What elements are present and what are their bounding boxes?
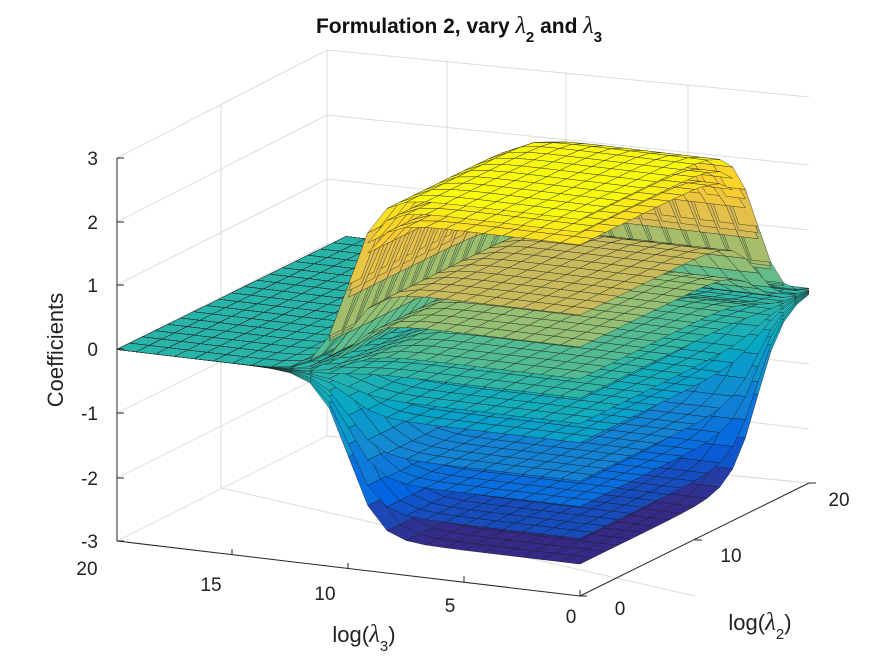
surfaces (116, 141, 810, 565)
chart-title: Formulation 2, vary λ2 and λ3 (316, 13, 602, 46)
